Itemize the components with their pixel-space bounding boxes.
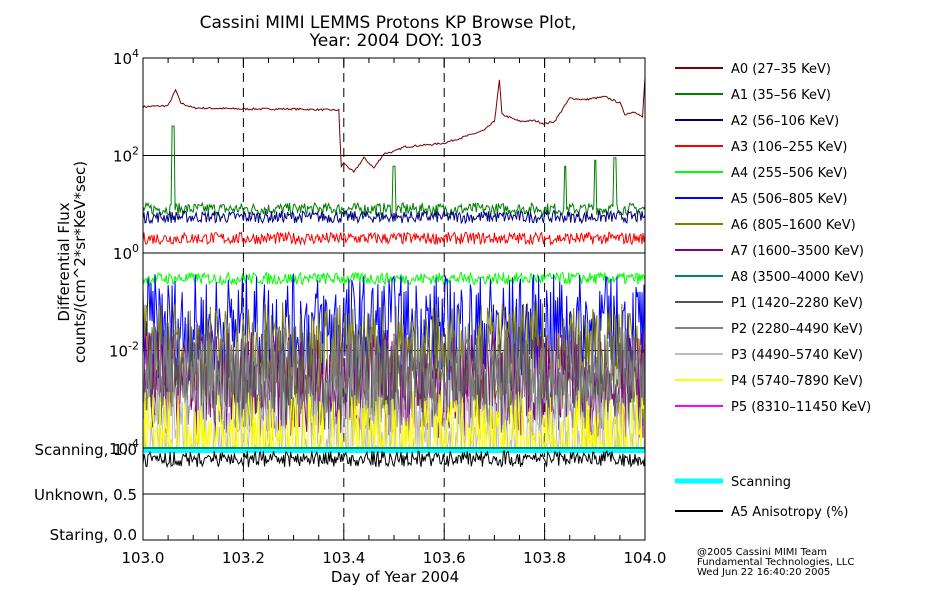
chart-title-line2: Year: 2004 DOY: 103 (309, 31, 483, 51)
y-tick-labels: 104 102 100 10-2 10-4 (109, 47, 139, 458)
grid-lines (143, 57, 645, 540)
x-axis-label: Day of Year 2004 (331, 568, 459, 586)
chart-title-line1: Cassini MIMI LEMMS Protons KP Browse Plo… (200, 13, 577, 33)
lower-panel-series (142, 447, 646, 469)
lower-y-label-2: Staring, 0.0 (50, 526, 137, 544)
flux-series-lines (142, 77, 646, 450)
series-line-0 (142, 77, 646, 174)
y-tick-label: 104 (113, 47, 139, 68)
y-tick-label: 10-4 (109, 437, 139, 458)
y-tick-label: 10-2 (109, 340, 139, 361)
lower-legend: Scanning A5 Anisotropy (%) (675, 475, 848, 520)
legend-label-6: A6 (805–1600 KeV) (731, 218, 856, 233)
x-tick-label: 103.6 (423, 549, 466, 567)
x-tick-label: 104.0 (624, 549, 667, 567)
x-tick-label: 103.2 (222, 549, 265, 567)
series-line-1 (142, 125, 646, 217)
legend-label-1: A1 (35–56 KeV) (731, 88, 831, 103)
footer-line3: Wed Jun 22 16:40:20 2005 (697, 567, 830, 578)
lower-legend-label-0: Scanning (731, 475, 791, 490)
plot-frames (142, 57, 646, 541)
series-line-3 (142, 230, 646, 246)
legend-label-8: A8 (3500–4000 KeV) (731, 270, 864, 285)
legend-label-11: P3 (4490–5740 KeV) (731, 348, 863, 363)
y-axis-label-line2: counts/(cm^2*sr*KeV*sec) (71, 161, 89, 363)
anisotropy-line (142, 449, 646, 469)
lower-panel-labels: Scanning, 1.0 Unknown, 0.5 Staring, 0.0 (34, 441, 137, 544)
legend-label-4: A4 (255–506 KeV) (731, 166, 847, 181)
x-tick-label: 103.8 (523, 549, 566, 567)
legend-label-12: P4 (5740–7890 KeV) (731, 374, 863, 389)
x-tick-label: 103.0 (122, 549, 165, 567)
series-line-10 (142, 322, 646, 430)
legend-label-13: P5 (8310–11450 KeV) (731, 400, 871, 415)
legend-label-0: A0 (27–35 KeV) (731, 62, 831, 77)
legend-label-3: A3 (106–255 KeV) (731, 140, 847, 155)
legend: A0 (27–35 KeV) A1 (35–56 KeV) A2 (56–106 K… (675, 62, 871, 415)
legend-label-10: P2 (2280–4490 KeV) (731, 322, 863, 337)
legend-label-5: A5 (506–805 KeV) (731, 192, 847, 207)
legend-label-2: A2 (56–106 KeV) (731, 114, 839, 129)
lower-y-label-1: Unknown, 0.5 (34, 486, 137, 504)
lower-legend-label-1: A5 Anisotropy (%) (731, 505, 848, 520)
legend-label-7: A7 (1600–3500 KeV) (731, 244, 864, 259)
x-tick-labels: 103.0 103.2 103.4 103.6 103.8 104.0 (122, 549, 667, 567)
series-line-7 (142, 330, 646, 439)
series-line-2 (142, 209, 646, 225)
y-tick-label: 102 (113, 145, 139, 166)
y-tick-label: 100 (113, 242, 139, 263)
y-axis-label-line1: Differential Flux (55, 202, 73, 321)
legend-label-9: P1 (1420–2280 KeV) (731, 296, 863, 311)
x-tick-label: 103.4 (322, 549, 365, 567)
lower-y-label-0: Scanning, 1.0 (34, 441, 137, 459)
footer-line2: Fundamental Technologies, LLC (697, 557, 854, 568)
footer-line1: @2005 Cassini MIMI Team (697, 547, 827, 558)
